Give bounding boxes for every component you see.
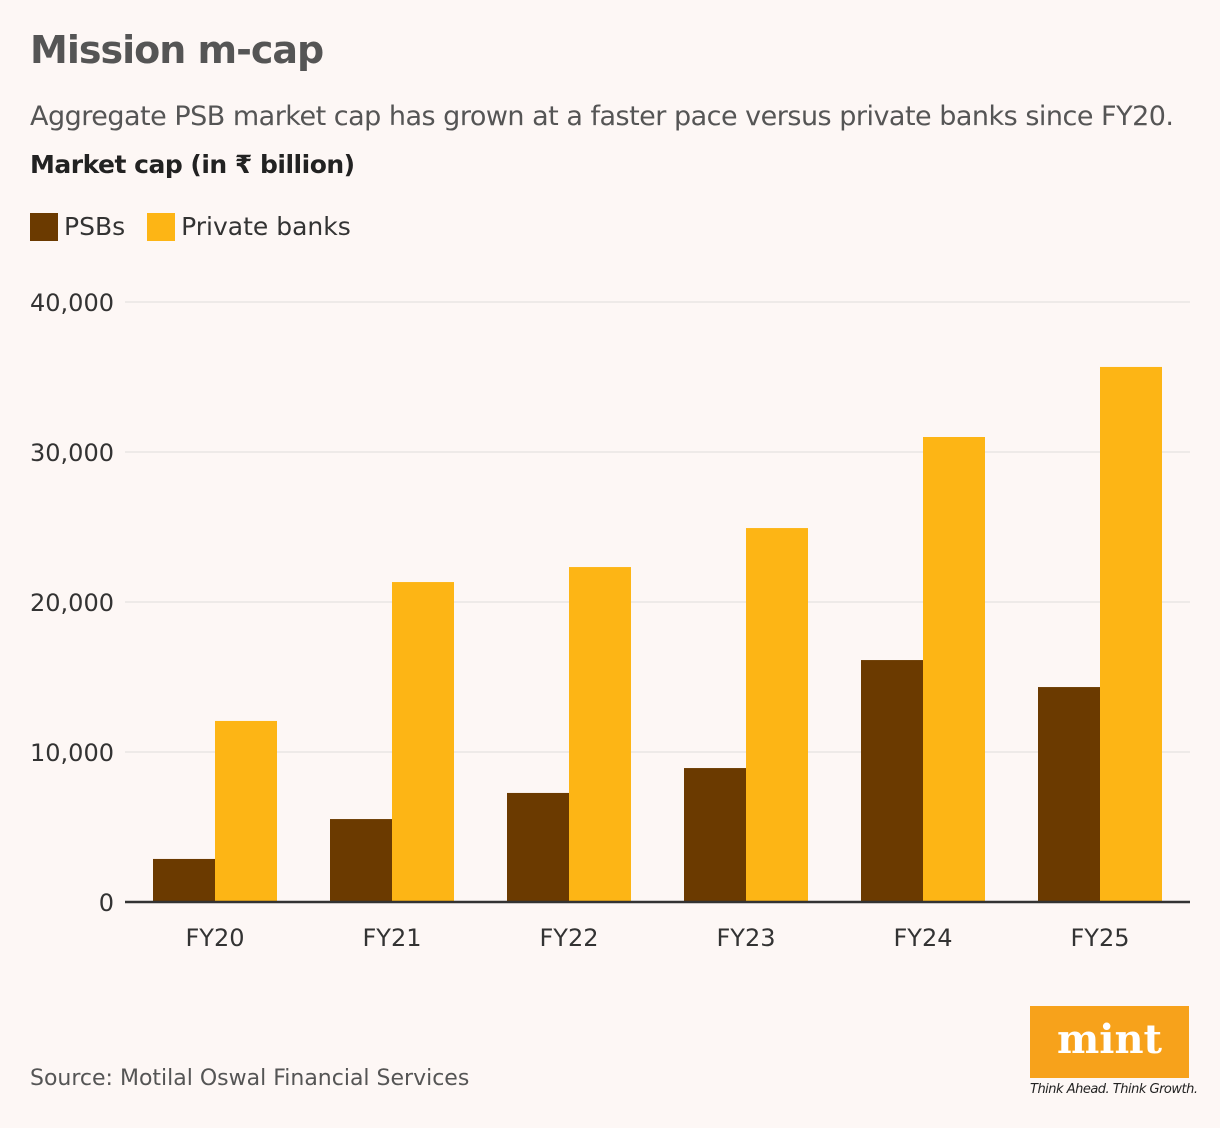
bar-private-banks-fy21 <box>392 582 454 902</box>
legend-label-private-banks: Private banks <box>181 212 351 241</box>
bar-psbs-fy23 <box>684 768 746 902</box>
bar-psbs-fy24 <box>861 660 923 902</box>
bar-psbs-fy21 <box>330 819 392 902</box>
x-tick-label: FY25 <box>1070 924 1129 952</box>
x-tick-label: FY24 <box>893 924 952 952</box>
bar-private-banks-fy25 <box>1100 366 1162 902</box>
bar-psbs-fy22 <box>507 792 569 902</box>
chart-subtitle: Aggregate PSB market cap has grown at a … <box>30 101 1174 132</box>
y-tick-label: 40,000 <box>30 289 114 317</box>
legend: PSBs Private banks <box>30 212 373 241</box>
legend-label-psbs: PSBs <box>64 212 126 241</box>
y-axis-label: Market cap (in ₹ billion) <box>30 150 355 179</box>
bar-private-banks-fy24 <box>923 437 985 902</box>
bar-psbs-fy20 <box>153 858 215 902</box>
legend-item-psbs: PSBs <box>30 212 125 241</box>
legend-swatch-psbs <box>30 212 58 241</box>
y-tick-label: 0 <box>99 889 114 917</box>
chart-title: Mission m-cap <box>30 28 324 72</box>
y-tick-label: 10,000 <box>30 739 114 767</box>
legend-item-private-banks: Private banks <box>147 212 351 241</box>
logo-tagline: Think Ahead. Think Growth. <box>1030 1082 1198 1097</box>
x-tick-label: FY23 <box>716 924 775 952</box>
bar-private-banks-fy20 <box>215 720 277 902</box>
source-note: Source: Motilal Oswal Financial Services <box>30 1066 470 1091</box>
mint-logo: mint <box>1030 1006 1189 1078</box>
y-tick-label: 20,000 <box>30 589 114 617</box>
x-tick-label: FY22 <box>539 924 598 952</box>
legend-swatch-private-banks <box>147 212 176 241</box>
bar-private-banks-fy22 <box>569 567 631 902</box>
bar-psbs-fy25 <box>1038 687 1100 902</box>
y-tick-label: 30,000 <box>30 439 114 467</box>
x-tick-label: FY21 <box>362 924 421 952</box>
bar-private-banks-fy23 <box>746 528 808 902</box>
x-tick-label: FY20 <box>185 924 244 952</box>
